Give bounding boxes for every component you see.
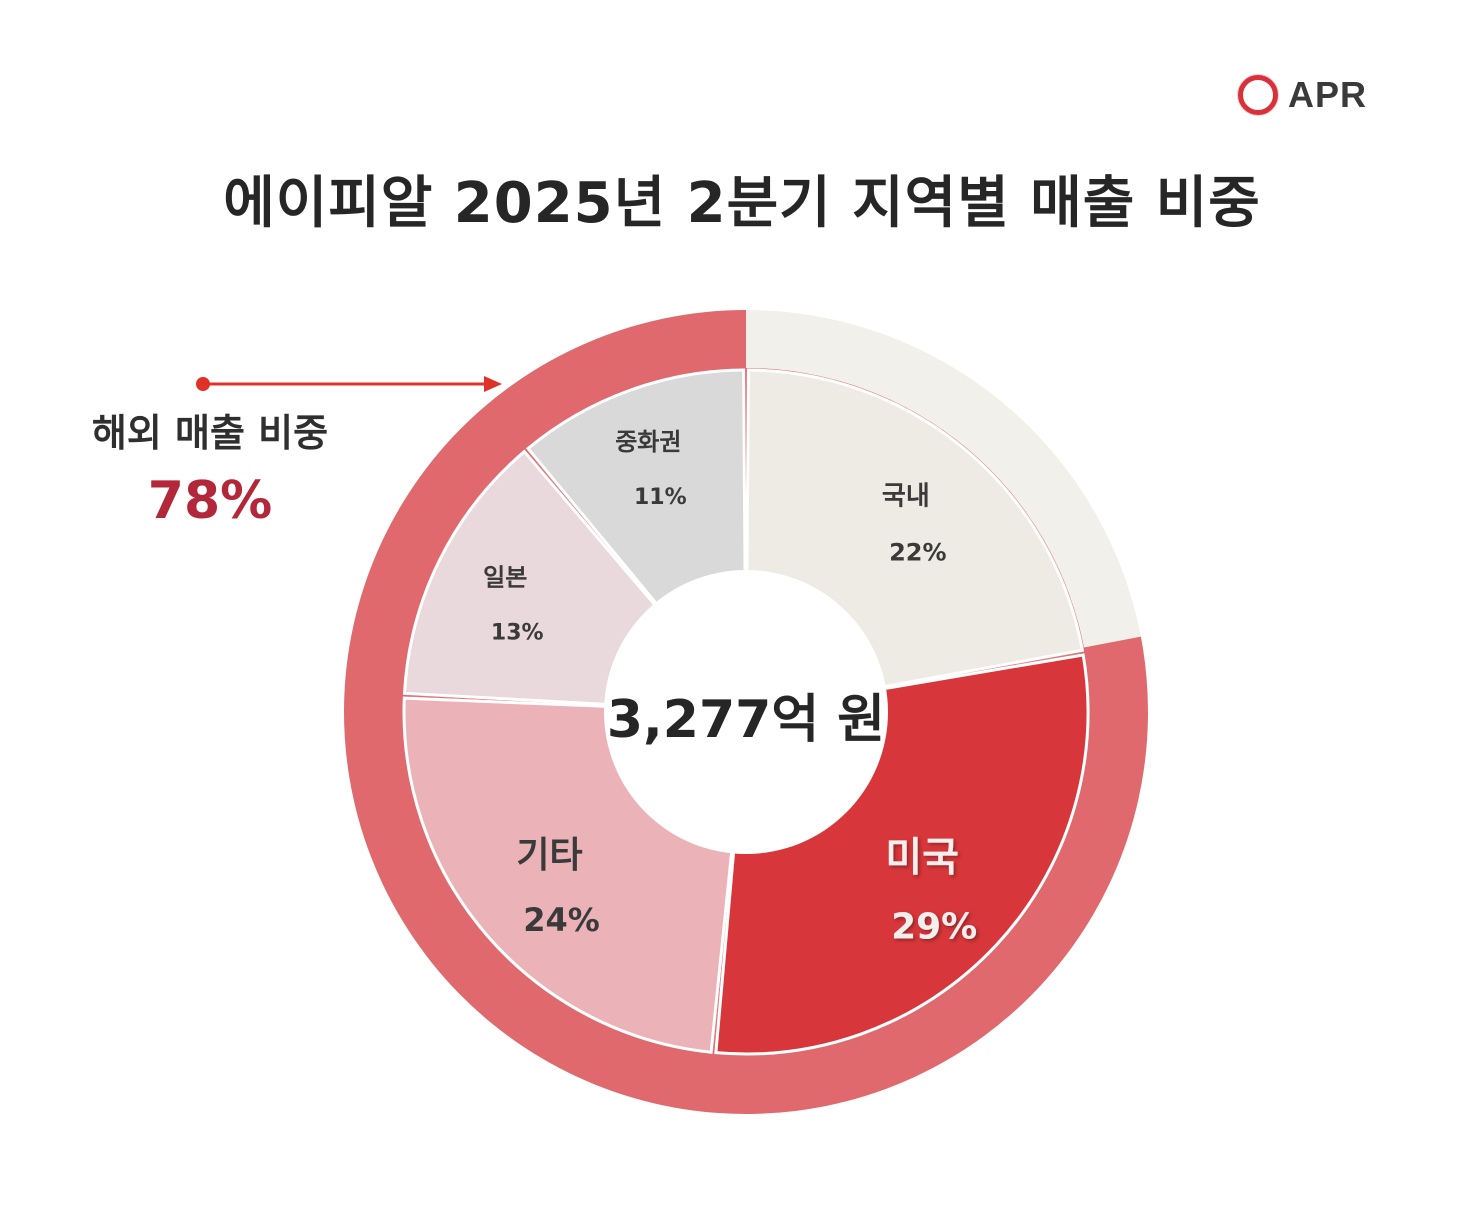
slice-china-name: 중화권	[615, 428, 681, 456]
slice-china-percent: 11%	[634, 485, 687, 510]
center-total-label: 3,277억 원	[607, 690, 885, 750]
outer-ring-domestic	[746, 310, 1141, 649]
callout-arrow-icon	[196, 376, 502, 392]
apr-logo: APR	[1238, 74, 1367, 116]
slice-other-name: 기타	[516, 835, 582, 876]
slice-us-name: 미국	[885, 834, 959, 880]
outer-ring	[343, 310, 1148, 1114]
overseas-label: 해외 매출 비중	[91, 411, 329, 455]
slice-domestic-name: 국내	[882, 481, 930, 511]
center-hole	[604, 570, 888, 854]
apr-ring-logo-icon	[1238, 75, 1278, 115]
overseas-callout: 해외 매출 비중 78%	[60, 402, 360, 531]
slice-labels: 국내 22% 미국 29% 기타 24% 일본 13% 중화권 11%	[483, 428, 977, 947]
slice-us-percent: 29%	[891, 906, 977, 947]
slice-japan-percent: 13%	[491, 621, 544, 646]
slice-japan-name: 일본	[483, 564, 527, 592]
slice-domestic-percent: 22%	[889, 538, 946, 566]
logo-text: APR	[1288, 74, 1368, 115]
slice-other-percent: 24%	[523, 901, 600, 939]
overseas-value: 78%	[147, 471, 273, 531]
chart-title: 에이피알 2025년 2분기 지역별 매출 비중	[223, 171, 1261, 236]
